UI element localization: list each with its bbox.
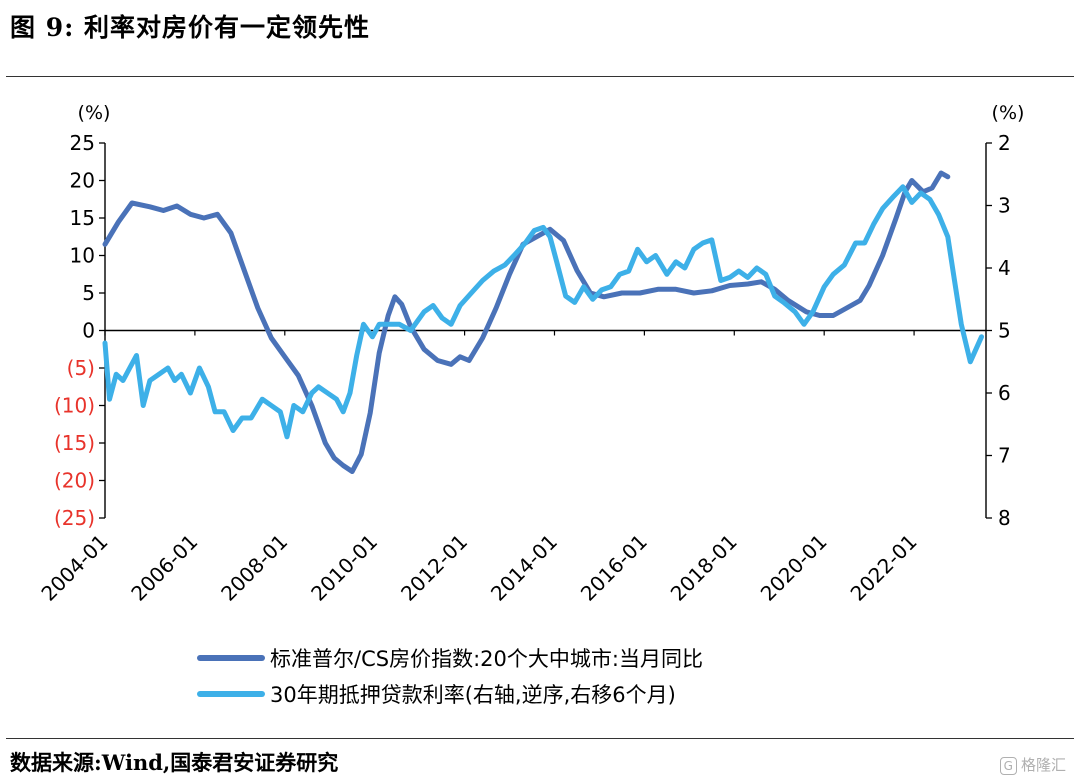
left-axis-tick-label: (10) — [54, 394, 95, 418]
right-axis-tick-label: 8 — [998, 506, 1011, 530]
series-line-mortgage-rate — [102, 184, 984, 440]
left-axis-tick-label: 15 — [70, 206, 95, 230]
right-axis: 2 3 4 5 6 7 8 — [985, 131, 1011, 530]
left-axis-tick-label: 25 — [70, 131, 95, 155]
x-axis-tick-label: 2022-01 — [846, 530, 922, 606]
left-axis-tick-label: 0 — [82, 319, 95, 343]
left-axis: 25 20 15 10 5 0 (5) (10) (15) (20) (25) — [54, 131, 106, 530]
left-axis-tick-label: (20) — [54, 469, 95, 493]
x-axis: 2004-01 2006-01 2008-01 2010-01 2012-01 2014-… — [36, 329, 986, 606]
legend: 标准普尔/CS房价指数:20个大中城市:当月同比 30年期抵押贷款利率(右轴,逆序… — [197, 647, 703, 707]
x-axis-tick-label: 2010-01 — [306, 530, 382, 606]
left-axis-tick-label: 10 — [70, 244, 95, 268]
x-axis-tick-label: 2018-01 — [666, 530, 742, 606]
bottom-divider — [6, 738, 1074, 739]
series-layer — [102, 170, 984, 474]
right-axis-unit: (%) — [992, 102, 1025, 124]
chart-title: 图 9: 利率对房价有一定领先性 — [10, 13, 371, 42]
x-axis-tick-label: 2014-01 — [486, 530, 562, 606]
x-axis-tick-label: 2008-01 — [216, 530, 292, 606]
legend-label: 标准普尔/CS房价指数:20个大中城市:当月同比 — [270, 647, 703, 671]
watermark: G 格隆汇 — [999, 754, 1066, 775]
line-chart: (%) (%) 25 20 15 10 5 0 (5) (10) (15) (20) (25) 2 3… — [36, 102, 1025, 707]
watermark-text: 格隆汇 — [1020, 756, 1066, 774]
right-axis-tick-label: 3 — [998, 194, 1011, 218]
watermark-logo-icon: G — [999, 757, 1017, 775]
top-divider — [6, 76, 1074, 77]
data-source: 数据来源:Wind,国泰君安证券研究 — [10, 750, 339, 775]
x-axis-tick-label: 2012-01 — [396, 530, 472, 606]
x-axis-tick-label: 2016-01 — [576, 530, 652, 606]
series-line-house-price — [102, 170, 951, 474]
left-axis-unit: (%) — [78, 102, 111, 124]
left-axis-tick-label: (15) — [54, 431, 95, 455]
legend-label: 30年期抵押贷款利率(右轴,逆序,右移6个月) — [270, 683, 676, 707]
left-axis-tick-label: (25) — [54, 506, 95, 530]
x-axis-tick-label: 2006-01 — [126, 530, 202, 606]
left-axis-tick-label: 20 — [70, 169, 95, 193]
x-axis-tick-label: 2020-01 — [756, 530, 832, 606]
right-axis-tick-label: 5 — [998, 319, 1011, 343]
right-axis-tick-label: 7 — [998, 444, 1011, 468]
left-axis-tick-label: (5) — [67, 356, 95, 380]
right-axis-tick-label: 2 — [998, 131, 1011, 155]
right-axis-tick-label: 6 — [998, 381, 1011, 405]
left-axis-tick-label: 5 — [82, 281, 95, 305]
x-axis-tick-label: 2004-01 — [36, 530, 112, 606]
right-axis-tick-label: 4 — [998, 256, 1011, 280]
